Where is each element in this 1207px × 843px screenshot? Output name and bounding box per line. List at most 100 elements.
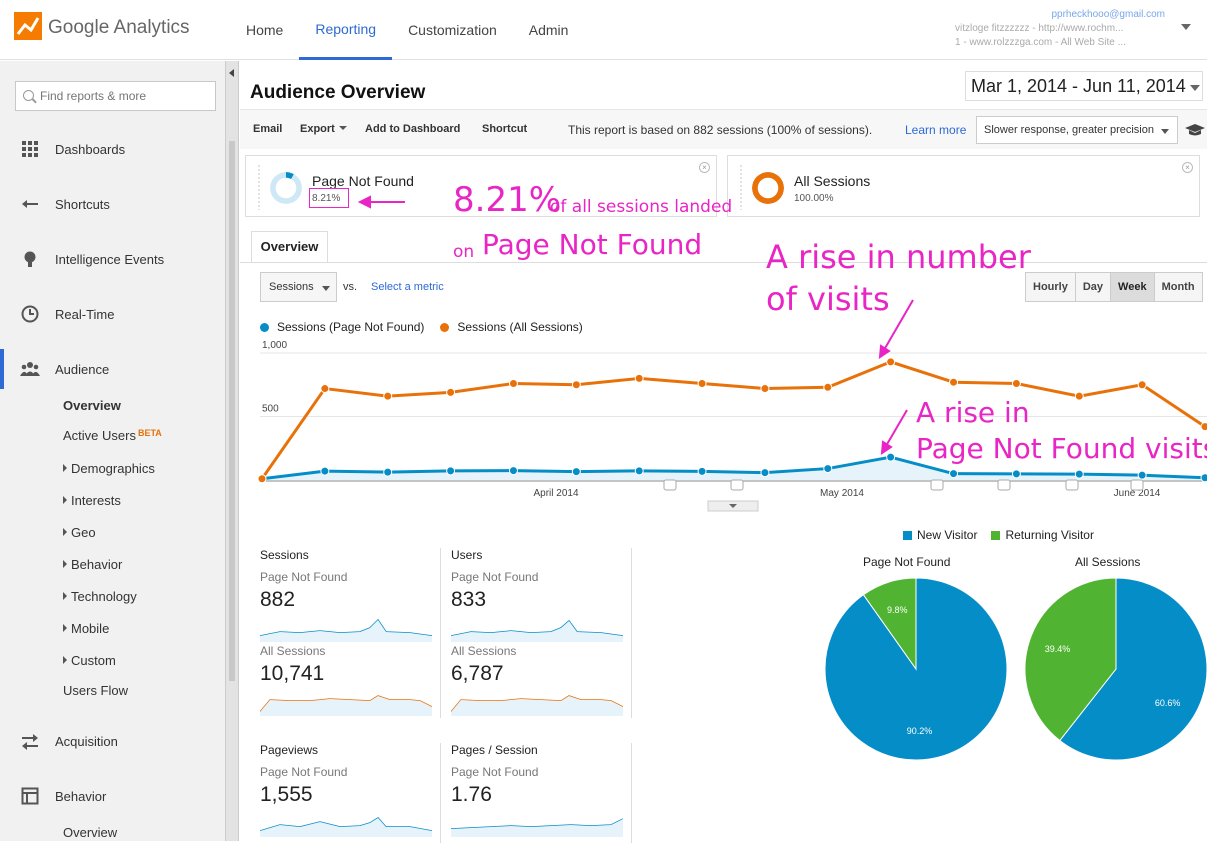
granularity-hourly[interactable]: Hourly <box>1026 273 1075 301</box>
data-point[interactable] <box>383 391 393 401</box>
sidebar-sub-behavior-overview[interactable]: Overview <box>63 825 118 840</box>
annotation-marker-icon[interactable] <box>997 479 1011 491</box>
sidebar-sub-users-flow[interactable]: Users Flow <box>63 683 129 698</box>
date-range-picker[interactable]: Mar 1, 2014 - Jun 11, 2014 <box>965 71 1203 101</box>
data-point[interactable] <box>508 466 518 476</box>
learn-more-link[interactable]: Learn more <box>905 123 967 137</box>
collapse-arrow-icon[interactable] <box>229 69 234 77</box>
data-point[interactable] <box>697 466 707 476</box>
nav-customization[interactable]: Customization <box>408 22 497 38</box>
pie-legend-new-visitor[interactable]: New Visitor <box>903 528 977 542</box>
series-line-all-sessions[interactable] <box>260 360 1206 480</box>
scorecard-pages-per-session[interactable]: Pages / Session Page Not Found 1.76 <box>451 743 641 843</box>
legend-item-all-sessions[interactable]: Sessions (All Sessions) <box>440 320 583 334</box>
close-icon[interactable]: × <box>1182 162 1193 173</box>
sidebar-sub-overview[interactable]: Overview <box>63 398 121 413</box>
scrollbar-thumb[interactable] <box>229 141 235 681</box>
granularity-month[interactable]: Month <box>1153 273 1202 301</box>
sidebar-item-dashboards[interactable]: Dashboards <box>0 129 225 169</box>
data-point[interactable] <box>697 378 707 388</box>
data-point[interactable] <box>760 468 770 478</box>
sidebar-splitter[interactable] <box>225 61 239 841</box>
sidebar-sub-custom[interactable]: Custom <box>63 653 116 668</box>
data-point[interactable] <box>1200 473 1207 483</box>
drag-handle[interactable] <box>256 164 262 210</box>
sidebar-sub-interests[interactable]: Interests <box>63 493 121 508</box>
data-point[interactable] <box>1074 391 1084 401</box>
export-button[interactable]: Export <box>300 123 347 135</box>
data-point[interactable] <box>1011 469 1021 479</box>
data-point[interactable] <box>320 384 330 394</box>
segment-card-all-sessions[interactable]: All Sessions 100.00% × <box>727 155 1200 217</box>
drag-handle[interactable] <box>738 164 744 210</box>
annotation-marker-icon[interactable] <box>1130 479 1144 491</box>
metric-select[interactable]: Sessions <box>260 272 337 302</box>
sidebar-sub-behavior[interactable]: Behavior <box>63 557 122 572</box>
data-point[interactable] <box>886 357 896 367</box>
close-icon[interactable]: × <box>699 162 710 173</box>
sidebar-item-real-time[interactable]: Real-Time <box>0 294 225 334</box>
sidebar-item-behavior[interactable]: Behavior <box>0 776 225 816</box>
data-point[interactable] <box>823 382 833 392</box>
shortcut-button[interactable]: Shortcut <box>482 123 528 135</box>
data-point[interactable] <box>949 469 959 479</box>
sidebar-sub-demographics[interactable]: Demographics <box>63 461 155 476</box>
granularity-day[interactable]: Day <box>1074 273 1111 301</box>
segment-card-page-not-found[interactable]: Page Not Found 8.21% × <box>245 155 717 217</box>
search-input[interactable] <box>40 86 210 106</box>
annotation-marker-icon[interactable] <box>730 479 744 491</box>
pie-slice-new-visitor[interactable] <box>1059 577 1207 761</box>
scorecard-users[interactable]: Users Page Not Found 833 All Sessions 6,… <box>451 548 641 728</box>
series-line-page-not-found[interactable] <box>261 455 1206 481</box>
add-to-dashboard-button[interactable]: Add to Dashboard <box>365 123 461 135</box>
data-point[interactable] <box>383 467 393 477</box>
sidebar-sub-geo[interactable]: Geo <box>63 525 96 540</box>
nav-home[interactable]: Home <box>246 22 284 38</box>
sidebar-sub-technology[interactable]: Technology <box>63 589 137 604</box>
pie-slice-returning-visitor[interactable] <box>1024 577 1117 742</box>
data-point[interactable] <box>760 384 770 394</box>
account-selector[interactable]: pprheckhooo@gmail.com vitzloge fitzzzzzz… <box>955 8 1165 50</box>
search-box[interactable] <box>15 81 216 111</box>
select-metric-link[interactable]: Select a metric <box>371 281 444 293</box>
data-point[interactable] <box>446 387 456 397</box>
data-point[interactable] <box>823 464 833 474</box>
pie-legend-returning-visitor[interactable]: Returning Visitor <box>991 528 1094 542</box>
data-point[interactable] <box>571 380 581 390</box>
graduation-cap-icon[interactable] <box>1185 124 1205 136</box>
sidebar-item-shortcuts[interactable]: Shortcuts <box>0 184 225 224</box>
legend-item-page-not-found[interactable]: Sessions (Page Not Found) <box>260 320 424 334</box>
sidebar-item-acquisition[interactable]: Acquisition <box>0 721 225 761</box>
data-point[interactable] <box>1137 380 1147 390</box>
pie-slice-returning-visitor[interactable] <box>862 577 917 671</box>
nav-reporting[interactable]: Reporting <box>299 0 393 60</box>
email-button[interactable]: Email <box>253 123 283 135</box>
data-point[interactable] <box>320 466 330 476</box>
tab-overview[interactable]: Overview <box>251 231 328 263</box>
scorecard-pageviews[interactable]: Pageviews Page Not Found 1,555 <box>260 743 450 843</box>
nav-admin[interactable]: Admin <box>528 22 569 38</box>
annotation-marker-icon[interactable] <box>663 479 677 491</box>
sidebar-sub-active-users[interactable]: Active Users BETA <box>63 428 162 443</box>
scorecard-sessions[interactable]: Sessions Page Not Found 882 All Sessions… <box>260 548 450 728</box>
sidebar-item-audience[interactable]: Audience <box>0 349 225 389</box>
data-point[interactable] <box>634 466 644 476</box>
granularity-week[interactable]: Week <box>1110 273 1154 301</box>
data-point[interactable] <box>634 373 644 383</box>
precision-select[interactable]: Slower response, greater precision <box>976 116 1178 144</box>
annotation-marker-icon[interactable] <box>1065 479 1079 491</box>
analytics-logo-icon[interactable] <box>14 12 42 40</box>
data-point[interactable] <box>1137 470 1147 480</box>
sidebar-item-intelligence-events[interactable]: Intelligence Events <box>0 239 225 279</box>
sidebar-sub-mobile[interactable]: Mobile <box>63 621 109 636</box>
data-point[interactable] <box>1011 378 1021 388</box>
chevron-down-icon[interactable] <box>1181 24 1191 30</box>
data-point[interactable] <box>1074 469 1084 479</box>
data-point[interactable] <box>1200 422 1207 432</box>
data-point[interactable] <box>886 452 896 462</box>
data-point[interactable] <box>508 378 518 388</box>
data-point[interactable] <box>446 466 456 476</box>
data-point[interactable] <box>571 467 581 477</box>
data-point[interactable] <box>949 377 959 387</box>
data-point[interactable] <box>257 474 267 484</box>
